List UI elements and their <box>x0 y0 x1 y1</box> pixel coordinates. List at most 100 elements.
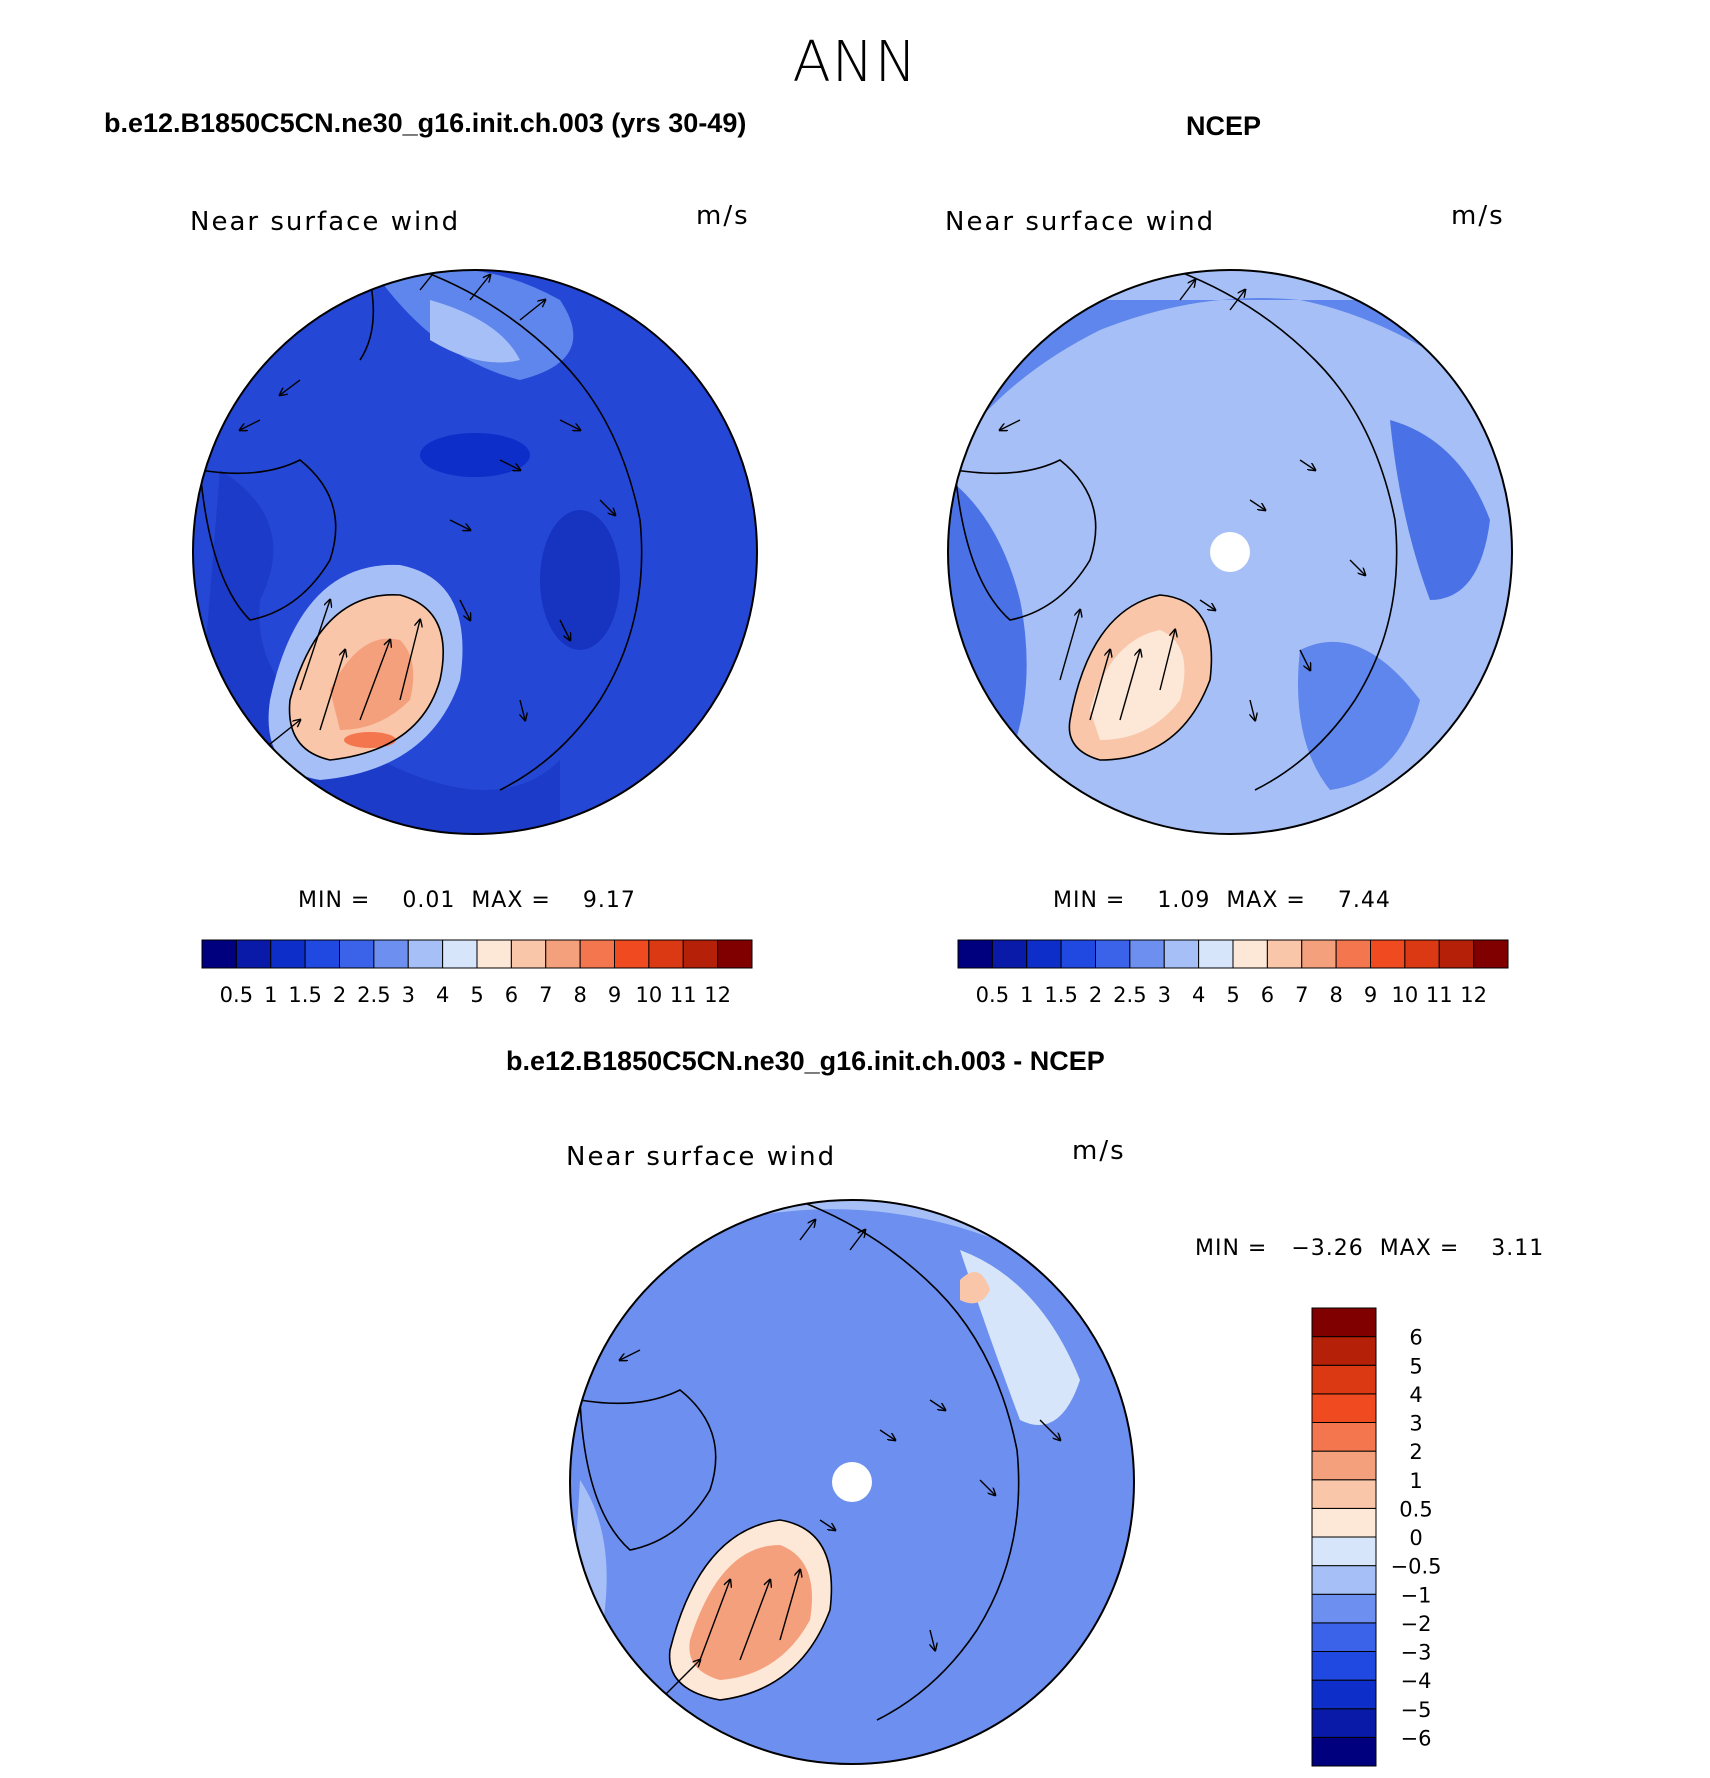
panel-2-label: Near surface wind <box>945 207 1216 237</box>
panel-3-colorbar-swatch <box>1311 1708 1377 1738</box>
panel-1-colorbar-tick-label: 0.5 <box>220 983 253 1007</box>
panel-2-colorbar-tick-label: 2 <box>1089 983 1102 1007</box>
panel-1-field-darkspot <box>540 510 620 650</box>
panel-1-colorbar-tick-label: 10 <box>636 983 663 1007</box>
panel-3-colorbar-tick-label: −6 <box>1401 1726 1432 1750</box>
panel-2-colorbar-tick-label: 1.5 <box>1044 983 1077 1007</box>
panel-3-greenland-field <box>689 1545 812 1680</box>
panel-2-colorbar-swatch <box>1232 939 1268 969</box>
panel-3-colorbar-tick-label: −3 <box>1401 1641 1432 1665</box>
panel-2-colorbar-swatch <box>1095 939 1131 969</box>
panel-1-minmax: MIN = 0.01 MAX = 9.17 <box>298 888 636 913</box>
panel-3-label: Near surface wind <box>566 1142 837 1172</box>
panel-2-minmax: MIN = 1.09 MAX = 7.44 <box>1053 888 1391 913</box>
panel-2-colorbar-tick-label: 3 <box>1158 983 1171 1007</box>
panel-3-colorbar-tick-label: −1 <box>1401 1583 1432 1607</box>
panel-2-colorbar-swatch <box>957 939 993 969</box>
panel-2-coastline-greenland <box>1068 594 1213 761</box>
panel-2-pole-hole <box>1210 532 1250 572</box>
panel-2-colorbar-swatch <box>1026 939 1062 969</box>
panel-1-colorbar-swatch <box>407 939 444 969</box>
panel-3-colorbar-tick-label: −2 <box>1401 1612 1432 1636</box>
panel-2-colorbar: 0.5 1 1.5 2 2.5 3 4 5 6 7 8 9 10 11 12 <box>957 939 1509 1007</box>
panel-2-colorbar-tick-label: 1 <box>1020 983 1033 1007</box>
panel-3-map-border <box>569 1199 1135 1765</box>
panel-3-colorbar-swatch <box>1311 1736 1377 1767</box>
panel-1-colorbar-swatch <box>510 939 547 969</box>
panel-2-colorbar-tick-label: 10 <box>1392 983 1419 1007</box>
panel-1-colorbar-swatch <box>339 939 375 969</box>
panel-2-colorbar-swatch <box>1473 939 1509 969</box>
panel-2-colorbar-tick-label: 4 <box>1192 983 1205 1007</box>
panel-3-wind-vectors <box>620 1220 1060 1701</box>
panel-1-label: Near surface wind <box>190 207 461 237</box>
panel-1-colorbar-tick-label: 1.5 <box>288 983 321 1007</box>
panel-1-colorbar-tick-label: 9 <box>608 983 621 1007</box>
panel-1-colorbar-swatch <box>648 939 684 969</box>
panel-3-field-pos-spot <box>960 1272 990 1304</box>
panel-1-greenland-peak <box>330 638 414 730</box>
panel-2-colorbar-tick-label: 5 <box>1226 983 1239 1007</box>
panel-3-colorbar-tick-label: −0.5 <box>1391 1555 1442 1579</box>
panel-1-wind-vectors <box>240 270 615 761</box>
panel-1-colorbar-swatch <box>717 939 753 969</box>
panel-2-map <box>947 269 1513 835</box>
panel-2-colorbar-tick-label: 8 <box>1329 983 1342 1007</box>
panel-2-case-title: NCEP <box>1186 111 1262 141</box>
panel-3-colorbar-tick-label: 1 <box>1409 1469 1422 1493</box>
panel-3-colorbar-swatch <box>1311 1536 1377 1567</box>
panel-3-colorbar-tick-label: 3 <box>1409 1412 1422 1436</box>
panel-1-colorbar-tick-label: 3 <box>402 983 415 1007</box>
panel-1-field-lighter <box>430 300 520 363</box>
panel-3-units: m/s <box>1072 1136 1126 1166</box>
panel-1-colorbar-tick-label: 5 <box>470 983 483 1007</box>
panel-3-minmax: MIN = −3.26 MAX = 3.11 <box>1195 1236 1545 1261</box>
panel-2-wind-vectors <box>1000 280 1365 720</box>
panel-1-colorbar-tick-label: 2.5 <box>357 983 390 1007</box>
panel-3-colorbar-swatch <box>1311 1507 1377 1538</box>
panel-1-units: m/s <box>696 201 750 231</box>
panel-1-colorbar-swatch <box>201 939 237 969</box>
panel-2-units: m/s <box>1451 201 1505 231</box>
panel-3-colorbar-swatch <box>1311 1622 1377 1652</box>
panel-1-coastline-eurasia <box>419 270 643 791</box>
panel-2-colorbar-swatch <box>1129 939 1165 969</box>
panel-3-colorbar-tick-label: 0.5 <box>1399 1497 1432 1521</box>
panel-3-pole-hole <box>832 1462 872 1502</box>
panel-1-colorbar-tick-label: 4 <box>436 983 449 1007</box>
panel-3-colorbar-swatch <box>1311 1450 1377 1481</box>
panel-1-case-title: b.e12.B1850C5CN.ne30_g16.init.ch.003 (yr… <box>104 108 747 138</box>
panel-3-colorbar-swatch <box>1311 1364 1377 1395</box>
panel-1-colorbar-tick-label: 1 <box>264 983 277 1007</box>
panel-2-colorbar-tick-label: 6 <box>1261 983 1274 1007</box>
panel-3-field-northeast <box>960 1250 1080 1425</box>
panel-2-greenland-inner <box>1090 630 1185 740</box>
panel-3-colorbar-swatch <box>1311 1679 1377 1710</box>
panel-1-map <box>192 269 758 835</box>
panel-3-colorbar-swatch <box>1311 1336 1377 1366</box>
panel-1-colorbar-tick-label: 8 <box>573 983 586 1007</box>
panel-3-colorbar-tick-label: 4 <box>1409 1383 1422 1407</box>
panel-1-colorbar-tick-label: 11 <box>670 983 697 1007</box>
panel-2-colorbar-swatch <box>1301 939 1337 969</box>
panel-2-colorbar-tick-label: 12 <box>1460 983 1487 1007</box>
panel-2-colorbar-swatch <box>991 939 1028 969</box>
panel-3-coastline-canada <box>579 1389 717 1551</box>
panel-1-colorbar-swatch <box>373 939 409 969</box>
panel-1-coastline-greenland <box>288 594 444 761</box>
panel-3-colorbar-tick-label: −5 <box>1401 1698 1432 1722</box>
panel-1-colorbar-tick-label: 2 <box>333 983 346 1007</box>
panel-2-colorbar-tick-label: 7 <box>1295 983 1308 1007</box>
panel-1-colorbar-swatch <box>270 939 306 969</box>
panel-2-coastline-canada <box>954 459 1097 621</box>
panel-1-colorbar-swatch <box>304 939 340 969</box>
panel-2-colorbar-swatch <box>1198 939 1234 969</box>
panel-1-coastline-canada <box>199 459 337 621</box>
panel-2-field-east <box>1298 641 1420 790</box>
panel-1-colorbar: 0.5 1 1.5 2 2.5 3 4 5 6 7 8 9 10 11 12 <box>201 939 753 1007</box>
panel-2-colorbar-tick-label: 0.5 <box>976 983 1009 1007</box>
panel-1-colorbar-tick-label: 7 <box>539 983 552 1007</box>
panel-2-colorbar-swatch <box>1438 939 1475 969</box>
panel-3-case-title: b.e12.B1850C5CN.ne30_g16.init.ch.003 - N… <box>506 1046 1105 1076</box>
